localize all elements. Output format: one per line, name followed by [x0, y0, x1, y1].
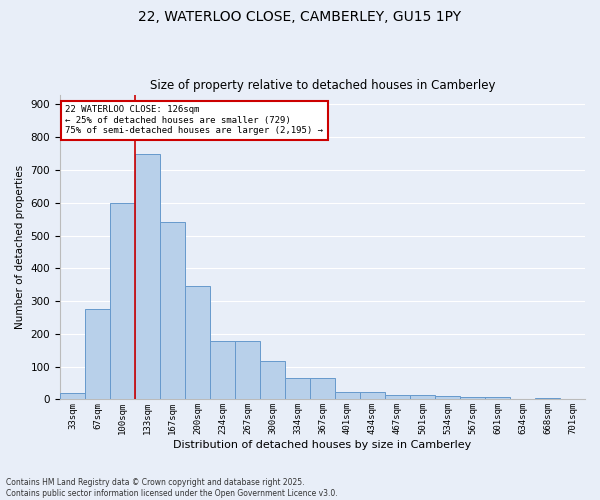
Y-axis label: Number of detached properties: Number of detached properties — [15, 165, 25, 329]
Bar — [60, 393, 85, 400]
Bar — [410, 396, 435, 400]
Bar — [135, 154, 160, 400]
Bar — [85, 310, 110, 400]
Bar — [435, 396, 460, 400]
Bar — [185, 286, 210, 400]
Bar — [385, 396, 410, 400]
Bar — [485, 397, 510, 400]
Text: 22, WATERLOO CLOSE, CAMBERLEY, GU15 1PY: 22, WATERLOO CLOSE, CAMBERLEY, GU15 1PY — [139, 10, 461, 24]
Bar — [460, 397, 485, 400]
Bar — [235, 341, 260, 400]
Bar — [310, 378, 335, 400]
Bar — [360, 392, 385, 400]
X-axis label: Distribution of detached houses by size in Camberley: Distribution of detached houses by size … — [173, 440, 472, 450]
Bar — [110, 202, 135, 400]
Bar — [260, 360, 285, 400]
Bar — [335, 392, 360, 400]
Text: Contains HM Land Registry data © Crown copyright and database right 2025.
Contai: Contains HM Land Registry data © Crown c… — [6, 478, 338, 498]
Bar — [285, 378, 310, 400]
Text: 22 WATERLOO CLOSE: 126sqm
← 25% of detached houses are smaller (729)
75% of semi: 22 WATERLOO CLOSE: 126sqm ← 25% of detac… — [65, 105, 323, 135]
Title: Size of property relative to detached houses in Camberley: Size of property relative to detached ho… — [150, 79, 495, 92]
Bar — [210, 341, 235, 400]
Bar — [535, 398, 560, 400]
Bar — [160, 222, 185, 400]
